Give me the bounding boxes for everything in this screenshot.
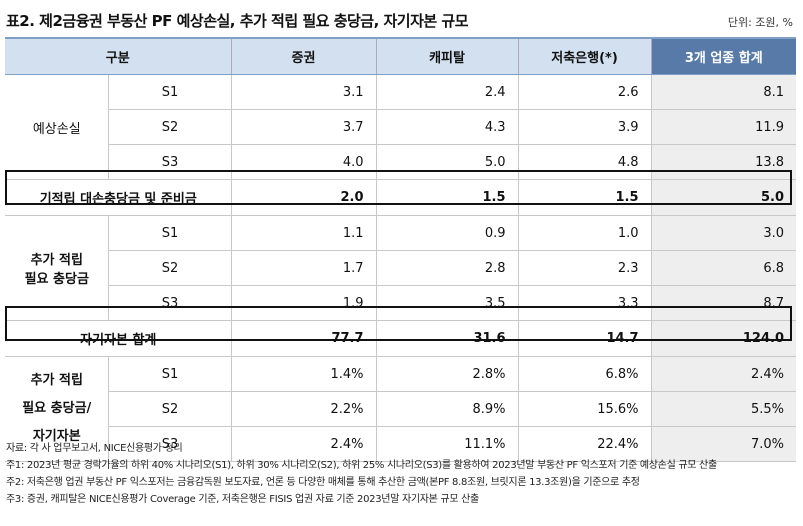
cell: 1.0 [517,215,652,251]
cell: 1.1 [230,215,377,251]
cell: 2.3 [517,250,652,286]
cell: 2.8% [375,356,519,392]
table-title: 표2. 제2금융권 부동산 PF 예상손실, 추가 적립 필요 충당금, 자기자… [6,12,469,30]
scenario-label: S3 [107,285,232,321]
equity-label: 자기자본 합계 [5,320,232,357]
cell: 5.0 [375,144,519,180]
cell: 77.7 [230,320,377,357]
cell: 1.5 [517,179,652,216]
table-row: S3 4.0 5.0 4.8 13.8 [5,144,797,180]
cell: 2.0 [230,179,377,216]
cell: 14.7 [517,320,652,357]
cell: 1.7 [230,250,377,286]
total-cell: 8.7 [650,285,797,321]
total-cell: 13.8 [650,144,797,180]
group-line: 필요 충당금/ [22,401,92,416]
equity-row: 자기자본 합계 77.7 31.6 14.7 124.0 [5,320,797,357]
data-table: 구분 증권 캐피탈 저축은행(*) 3개 업종 합계 예상손실 S1 3.1 2… [5,37,797,462]
total-cell: 124.0 [650,320,797,357]
cell: 22.4% [517,426,652,462]
cell: 4.0 [230,144,377,180]
header-category: 구분 [5,37,232,75]
cell: 2.4 [375,74,519,110]
scenario-label: S1 [107,215,232,251]
group-expected-loss: 예상손실 [5,74,108,180]
footnote-2: 주2: 저축은행 업권 부동산 PF 익스포저는 금융감독원 보도자료, 언론 … [6,477,640,488]
header-row: 구분 증권 캐피탈 저축은행(*) 3개 업종 합계 [5,37,797,75]
table-row: S3 1.9 3.5 3.3 8.7 [5,285,797,321]
cell: 1.5 [375,179,519,216]
cell: 2.2% [230,391,377,427]
group-line: 자기자본 [32,429,81,444]
group-line: 필요 충당금 [24,272,89,287]
scenario-label: S3 [107,144,232,180]
scenario-label: S2 [107,109,232,145]
cell: 3.7 [230,109,377,145]
cell: 4.8 [517,144,652,180]
cell: 6.8% [517,356,652,392]
header-total: 3개 업종 합계 [650,37,797,75]
scenario-label: S1 [107,74,232,110]
total-cell: 3.0 [650,215,797,251]
group-line: 추가 적립 [30,373,83,388]
reserve-label: 기적립 대손충당금 및 준비금 [5,179,232,216]
cell: 1.9 [230,285,377,321]
total-cell: 6.8 [650,250,797,286]
header-capital: 캐피탈 [375,37,519,75]
cell: 1.4% [230,356,377,392]
cell: 3.9 [517,109,652,145]
footnotes: 자료: 각 사 업무보고서, NICE신용평가 정리 주1: 2023년 평균 … [6,440,717,508]
table-row: S2 1.7 2.8 2.3 6.8 [5,250,797,286]
total-cell: 5.0 [650,179,797,216]
reserve-row: 기적립 대손충당금 및 준비금 2.0 1.5 1.5 5.0 [5,179,797,216]
header-savings-bank: 저축은행(*) [517,37,652,75]
scenario-label: S2 [107,391,232,427]
total-cell: 8.1 [650,74,797,110]
cell: 0.9 [375,215,519,251]
cell: 3.1 [230,74,377,110]
cell: 3.5 [375,285,519,321]
cell: 3.3 [517,285,652,321]
header-securities: 증권 [230,37,377,75]
footnote-1: 주1: 2023년 평균 경락가율의 하위 40% 시나리오(S1), 하위 3… [6,460,717,471]
cell: 2.6 [517,74,652,110]
footnote-source: 자료: 각 사 업무보고서, NICE신용평가 정리 [6,443,183,454]
table-row: S3 2.4% 11.1% 22.4% 7.0% [5,426,797,462]
scenario-label: S2 [107,250,232,286]
cell: 2.4% [230,426,377,462]
footnote-3: 주3: 증권, 캐피탈은 NICE신용평가 Coverage 기준, 저축은행은… [6,494,479,505]
table-row: S2 2.2% 8.9% 15.6% 5.5% [5,391,797,427]
unit-label: 단위: 조원, % [727,16,793,29]
table-row: 예상손실 S1 3.1 2.4 2.6 8.1 [5,74,797,180]
total-cell: 11.9 [650,109,797,145]
scenario-label: S1 [107,356,232,392]
total-cell: 7.0% [650,426,797,462]
group-line: 추가 적립 [30,253,83,268]
cell: 11.1% [375,426,519,462]
cell: 8.9% [375,391,519,427]
total-cell: 5.5% [650,391,797,427]
cell: 31.6 [375,320,519,357]
scenario-label: S3 [107,426,232,462]
cell: 2.8 [375,250,519,286]
cell: 4.3 [375,109,519,145]
total-cell: 2.4% [650,356,797,392]
cell: 15.6% [517,391,652,427]
table-row: S2 3.7 4.3 3.9 11.9 [5,109,797,145]
